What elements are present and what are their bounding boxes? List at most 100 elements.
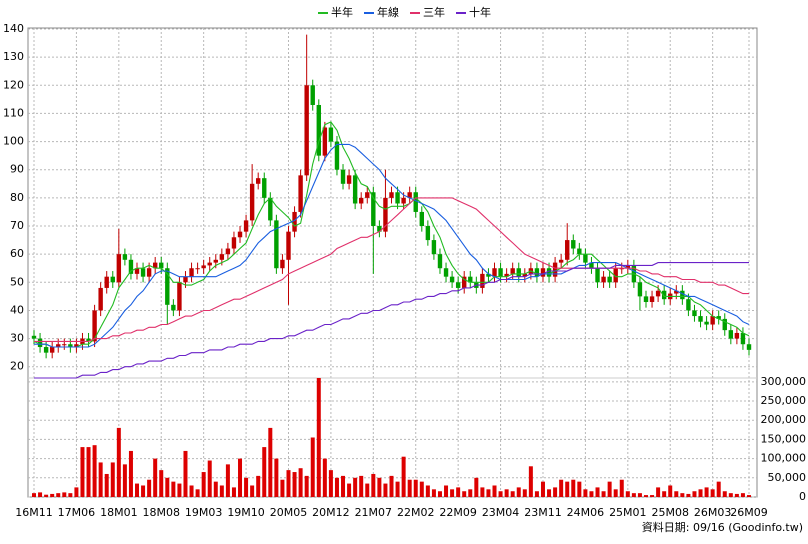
volume-bar: [668, 485, 673, 497]
y-tick-label: 80: [10, 191, 24, 204]
candle-body: [49, 347, 55, 353]
volume-bar: [207, 460, 212, 497]
x-tick-label: 20M12: [312, 506, 350, 519]
candle-body: [340, 169, 346, 184]
volume-bar: [516, 487, 521, 497]
candle-body: [534, 268, 540, 277]
x-tick-label: 26M09: [730, 506, 768, 519]
candle-body: [552, 262, 558, 277]
volume-bar: [419, 481, 424, 497]
candle-body: [243, 220, 249, 232]
volume-bar: [450, 489, 455, 497]
x-tick-label: 25M08: [651, 506, 689, 519]
y-tick-label: 40: [10, 303, 24, 316]
candle-body: [661, 290, 667, 300]
volume-bar: [504, 489, 509, 497]
volume-bar: [135, 483, 140, 497]
candle-body: [183, 276, 188, 283]
volume-bar: [559, 479, 564, 497]
y2-tick-label: 50,000: [768, 471, 807, 484]
volume-bar: [607, 481, 612, 497]
y-tick-label: 130: [3, 50, 24, 63]
candle-body: [219, 254, 225, 260]
candle-body: [498, 268, 503, 277]
candle-body: [352, 175, 358, 204]
y-tick-label: 110: [3, 106, 24, 119]
candle-body: [740, 332, 746, 345]
volume-bar: [571, 479, 576, 497]
candle-body: [286, 231, 291, 260]
candle-body: [195, 268, 200, 270]
volume-bar: [534, 491, 539, 497]
candle-body: [225, 248, 231, 255]
x-tick-label: 19M03: [185, 506, 223, 519]
volume-bar: [662, 491, 667, 497]
volume-bar: [456, 487, 461, 497]
volume-bar: [171, 481, 176, 497]
candle-body: [492, 268, 497, 277]
candle-body: [268, 197, 273, 221]
volume-bar: [177, 483, 182, 497]
volume-bar: [631, 493, 636, 497]
candle-body: [371, 192, 376, 227]
volume-bar: [62, 492, 67, 497]
candle-body: [643, 296, 649, 303]
volume-bar: [389, 475, 394, 497]
volume-bar: [268, 427, 273, 497]
candle-body: [558, 259, 564, 263]
candle-body: [31, 335, 37, 339]
volume-bar: [359, 475, 364, 497]
x-tick-label: 25M01: [609, 506, 647, 519]
candle-body: [583, 254, 588, 263]
volume-bar: [104, 473, 109, 497]
volume-bar: [498, 491, 503, 497]
volume-bar: [728, 493, 733, 497]
candle-body: [134, 268, 140, 274]
volume-bar: [365, 483, 370, 497]
candle-body: [140, 268, 146, 277]
candle-body: [601, 276, 606, 283]
volume-bar: [353, 477, 358, 497]
volume-bar: [262, 447, 267, 497]
candle-body: [231, 237, 237, 249]
volume-bar: [50, 493, 55, 497]
volume-bar: [740, 493, 745, 497]
y-tick-label: 20: [10, 360, 24, 373]
volume-bar: [159, 470, 164, 497]
candle-body: [710, 316, 715, 325]
y2-tick-label: 100,000: [761, 452, 807, 465]
volume-bar: [238, 458, 243, 497]
candle-body: [189, 268, 194, 277]
candle-body: [274, 220, 279, 269]
volume-bar: [674, 491, 679, 497]
volume-bar: [468, 489, 473, 497]
volume-bar: [747, 495, 751, 497]
volume-bar: [122, 464, 127, 497]
candle-body: [128, 259, 134, 274]
volume-bar: [201, 472, 206, 497]
volume-bar: [589, 491, 594, 497]
candle-body: [401, 197, 406, 204]
candle-body: [322, 127, 328, 156]
candle-body: [437, 254, 443, 269]
candle-body: [680, 290, 685, 300]
y2-tick-label: 250,000: [761, 394, 807, 407]
candle-body: [346, 175, 352, 184]
volume-bar: [577, 481, 582, 497]
y2-tick-label: 200,000: [761, 413, 807, 426]
volume-bar: [722, 491, 727, 497]
volume-bar: [322, 458, 327, 497]
candle-body: [110, 276, 115, 283]
volume-bar: [734, 493, 739, 497]
candle-body: [546, 268, 552, 277]
volume-bar: [286, 470, 291, 497]
volume-bar: [298, 468, 303, 497]
candle-body: [486, 273, 491, 277]
volume-bar: [486, 489, 491, 497]
volume-bar: [189, 485, 194, 497]
candle-body: [213, 259, 218, 263]
plot-frame: [27, 27, 758, 498]
volume-bar: [565, 481, 570, 497]
candle-body: [310, 85, 315, 105]
x-tick-label: 24M06: [567, 506, 605, 519]
